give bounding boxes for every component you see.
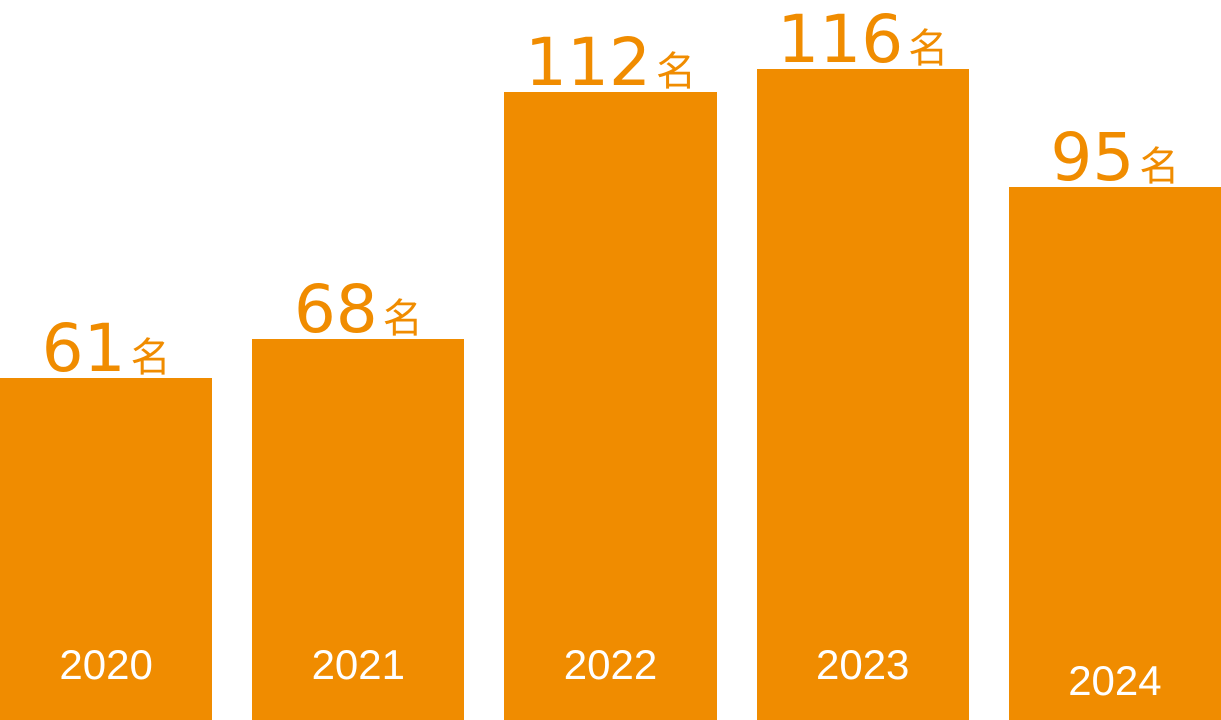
value-label-2020: 61 名	[42, 316, 171, 382]
value-unit: 名	[656, 49, 696, 95]
bar-group-2024: 95 名 2024	[1008, 0, 1221, 720]
year-label-2023: 2023	[815, 641, 910, 688]
bar-group-2020: 61 名 2020	[0, 0, 213, 720]
value-label-2022: 112 名	[525, 30, 696, 96]
bar-2024: 2024	[1008, 187, 1221, 720]
bar-2022: 2022	[504, 92, 717, 720]
value-label-2024: 95 名	[1050, 125, 1179, 191]
value-number: 68	[293, 271, 378, 348]
bar-2020: 2020	[0, 378, 213, 720]
bar-group-2022: 112 名 2022	[504, 0, 717, 720]
year-label-2024: 2024	[1068, 657, 1162, 704]
value-unit: 名	[1139, 144, 1180, 190]
value-number: 95	[1050, 119, 1135, 196]
bar-group-2023: 116 名 2023	[756, 0, 969, 720]
value-label-2023: 116 名	[777, 7, 948, 73]
value-unit: 名	[908, 26, 949, 72]
year-label-2021: 2021	[311, 641, 406, 688]
bar-group-2021: 68 名 2021	[252, 0, 465, 720]
value-number: 116	[777, 1, 904, 78]
year-label-2020: 2020	[59, 641, 153, 688]
value-unit: 名	[382, 296, 423, 342]
bar-2023: 2023	[756, 69, 969, 720]
value-number: 61	[41, 310, 126, 387]
year-label-2022: 2022	[563, 641, 658, 688]
bar-2021: 2021	[252, 339, 465, 720]
value-label-2021: 68 名	[294, 277, 423, 343]
value-unit: 名	[130, 335, 171, 381]
value-number: 112	[525, 24, 651, 101]
